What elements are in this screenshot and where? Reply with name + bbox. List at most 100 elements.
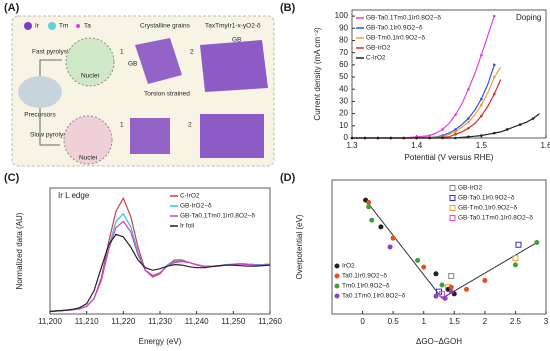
legend-label: GB-Ta0.1Ir0.9O2−δ [366, 25, 423, 32]
legend-swatch [449, 215, 456, 221]
fit-line [365, 199, 443, 299]
x-tick-label: 11,200 [38, 317, 62, 326]
panel-label: (C) [4, 172, 20, 184]
x-tick-label: 11,250 [221, 317, 245, 326]
point [467, 120, 470, 124]
point [363, 136, 367, 140]
legend-label: C-IrO2 [180, 193, 200, 200]
point [441, 128, 444, 131]
x-axis-label: Potential (V versus RHE) [405, 153, 494, 162]
point [439, 282, 445, 288]
crystal-cluster [200, 114, 264, 158]
series-line [352, 66, 502, 139]
point [492, 131, 496, 135]
x-tick-label: 11,210 [75, 317, 99, 326]
point [480, 134, 483, 137]
legend-swatch [334, 273, 340, 279]
arrow-slow [39, 108, 60, 146]
point [448, 289, 454, 295]
legend-label: GB-IrO2 [366, 45, 391, 52]
point [448, 273, 455, 280]
legend-label: GB-Ta0.1Ir0.9O2−δ [458, 195, 515, 202]
legend-ir: Ir [35, 23, 40, 30]
point [492, 75, 496, 79]
legend-swatch [334, 293, 340, 299]
legend-label: GB-IrO2 [458, 185, 483, 192]
point [505, 128, 509, 131]
panel-label: (D) [280, 172, 296, 184]
nucleus-top [65, 37, 115, 87]
x-axis-label: ΔGO−ΔGOH [416, 337, 462, 346]
y-axis-label: Normalized data (AU) [15, 212, 24, 289]
plot-frame [49, 187, 271, 315]
legend-label: GB-Tm0.1Ir0.9O2−δ [366, 35, 425, 42]
y-tick-label: 40 [339, 84, 348, 93]
grains-label: Crystalline grains [140, 23, 191, 30]
nuclei-top-label: Nuclei [81, 73, 99, 80]
ir-dot [24, 22, 32, 30]
y-tick-label: 80 [339, 36, 348, 45]
ta-dot [76, 24, 80, 28]
x-tick-label: 2 [483, 317, 488, 326]
point [454, 113, 457, 117]
x-tick-label: 1.5 [449, 317, 461, 326]
point [428, 136, 431, 140]
point [389, 136, 393, 140]
point [350, 136, 354, 140]
arrow-fast [39, 59, 62, 76]
legend-label: Ta0.1Ir0.9O2−δ [342, 273, 387, 280]
legend-label: C-IrO2 [366, 55, 386, 62]
point [415, 136, 418, 140]
gb-left: GB [128, 61, 137, 68]
point [492, 92, 496, 96]
point [390, 235, 396, 241]
point [433, 271, 439, 277]
point [387, 244, 393, 250]
point [467, 87, 470, 91]
x-tick-label: 1.6 [540, 141, 550, 150]
grain-cluster [200, 40, 268, 92]
legend-label: Tm0.1Ir0.9O2−δ [342, 283, 390, 290]
x-tick-label: 2.5 [510, 317, 522, 326]
torsion-label: Torsion strained [144, 91, 190, 98]
legend-swatch [449, 185, 456, 191]
x-tick-label: 1.3 [346, 141, 358, 150]
point [480, 114, 483, 118]
legend-label: Ta0.1Tm0.1Ir0.8O2−δ [342, 293, 406, 300]
precursors [18, 76, 62, 108]
fast-label: Fast pyrolysis [32, 49, 72, 56]
annotation: Ir L edge [58, 191, 90, 200]
point [376, 136, 380, 140]
point [480, 53, 483, 57]
y-tick-label: 0 [344, 133, 349, 142]
series-line [49, 233, 271, 312]
x-tick-label: 3 [544, 317, 549, 326]
point [369, 217, 375, 223]
legend-ta: Ta [84, 23, 91, 30]
point [492, 14, 496, 18]
y-tick-label: 30 [339, 97, 348, 106]
point [378, 224, 384, 230]
plot-frame [331, 179, 547, 315]
point [467, 117, 470, 120]
point [515, 241, 522, 248]
panel-label: (A) [4, 2, 20, 14]
x-tick-label: 11,220 [111, 317, 135, 326]
point [366, 199, 372, 205]
point [482, 278, 488, 283]
y-tick-label: 100 [335, 11, 349, 20]
x-tick-label: 11,240 [185, 317, 209, 326]
x-tick-label: 0.5 [388, 317, 400, 326]
panel-a: (A) Ir Tm Ta Precursors Fast pyrolysis S… [4, 2, 275, 167]
point [402, 136, 406, 140]
step-3: 1 [120, 122, 124, 129]
crystal [130, 118, 170, 154]
y-axis-label: Current density (mA cm⁻²) [313, 27, 322, 120]
point [421, 264, 427, 270]
x-tick-label: 11,260 [258, 317, 282, 326]
point [531, 117, 535, 120]
series-line [352, 64, 495, 139]
x-tick-label: 11,230 [148, 317, 172, 326]
x-tick-label: 1 [421, 317, 426, 326]
